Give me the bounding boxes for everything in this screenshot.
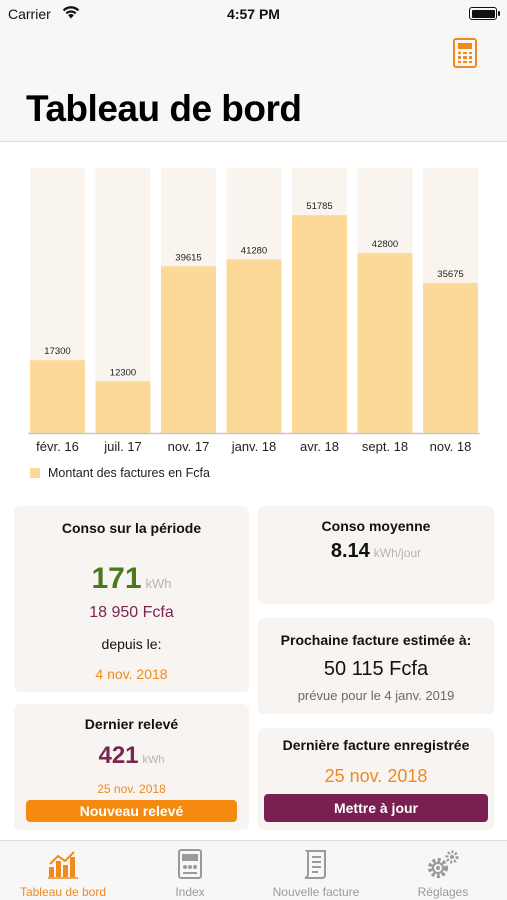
tab-index[interactable]: Index	[127, 841, 253, 900]
legend-label: Montant des factures en Fcfa	[48, 466, 210, 480]
gears-icon	[428, 850, 459, 878]
meter-icon	[178, 849, 202, 879]
status-bar: Carrier 4:57 PM	[0, 0, 507, 28]
x-tick-label: sept. 18	[362, 439, 408, 454]
bar-chart-icon	[48, 851, 78, 879]
tab-new-bill[interactable]: Nouvelle facture	[253, 841, 379, 900]
last-reading-value: 421	[98, 742, 139, 769]
next-bill-title: Prochaine facture estimée à:	[280, 632, 472, 648]
last-reading-title: Dernier relevé	[84, 716, 179, 732]
x-tick-label: nov. 17	[168, 439, 210, 454]
conso-period-unit: kWh	[145, 576, 172, 591]
x-tick-label: févr. 16	[36, 439, 79, 454]
conso-period-since-date: 4 nov. 2018	[95, 666, 168, 682]
legend-swatch	[30, 468, 40, 478]
x-tick-label: avr. 18	[300, 439, 339, 454]
conso-period-value: 171	[91, 562, 142, 595]
next-bill-note: prévue pour le 4 janv. 2019	[297, 688, 455, 703]
tab-dashboard[interactable]: Tableau de bord	[0, 841, 126, 900]
conso-period-title: Conso sur la période	[61, 520, 202, 536]
bar	[95, 381, 151, 433]
new-reading-button[interactable]: Nouveau relevé	[26, 800, 237, 822]
last-reading-card: Dernier relevé 421 kWh 25 nov. 2018 Nouve…	[14, 704, 249, 830]
calculator-icon[interactable]	[453, 38, 477, 68]
bar	[292, 215, 347, 433]
conso-period-since-label: depuis le:	[101, 636, 162, 652]
tab-index-label: Index	[175, 885, 205, 899]
bar	[226, 259, 282, 433]
bar-value-label: 39615	[175, 252, 201, 263]
bar	[423, 282, 478, 433]
chart-legend: Montant des factures en Fcfa	[30, 466, 210, 480]
last-bill-date: 25 nov. 2018	[324, 766, 428, 786]
last-reading-unit: kWh	[142, 754, 165, 766]
bar-chart: 17300 févr. 16 12300 juil. 17 39615 nov. 17 41…	[28, 168, 480, 454]
bar	[30, 360, 85, 433]
tab-bar: Tableau de bord Index Nouvelle facture	[0, 840, 507, 900]
avg-conso-title: Conso moyenne	[321, 518, 431, 534]
bar-value-label: 42800	[372, 239, 398, 250]
tab-settings[interactable]: Réglages	[380, 841, 506, 900]
bills-chart: 17300 févr. 16 12300 juil. 17 39615 nov. 17 41…	[0, 150, 507, 490]
avg-conso-unit: kWh/jour	[373, 546, 422, 560]
bar-value-label: 12300	[110, 367, 136, 378]
avg-conso-value-row: 8.14 kWh/jour	[258, 540, 494, 563]
bar-value-label: 17300	[44, 346, 70, 357]
tab-new-bill-label: Nouvelle facture	[272, 885, 360, 899]
conso-period-amount: 18 950 Fcfa	[89, 604, 174, 621]
avg-conso-value: 8.14	[330, 540, 370, 562]
next-bill-amount: 50 115 Fcfa	[323, 658, 429, 680]
battery-icon	[469, 7, 500, 20]
avg-conso-card: Conso moyenne 8.14 kWh/jour	[258, 506, 494, 604]
tab-settings-label: Réglages	[417, 885, 469, 899]
last-bill-card: Dernière facture enregistrée 25 nov. 201…	[258, 728, 494, 830]
carrier-label: Carrier	[8, 6, 51, 22]
page-title: Tableau de bord	[26, 88, 302, 129]
conso-period-card: Conso sur la période 171 kWh 18 950 Fcfa …	[14, 506, 249, 692]
bar-value-label: 51785	[306, 201, 332, 212]
x-tick-label: nov. 18	[430, 439, 472, 454]
clock: 4:57 PM	[227, 6, 280, 22]
invoice-icon	[304, 850, 326, 879]
conso-period-value-row: 171 kWh	[14, 562, 249, 596]
nav-header: Tableau de bord	[0, 28, 507, 142]
bar-value-label: 35675	[437, 269, 463, 280]
update-button[interactable]: Mettre à jour	[264, 794, 488, 822]
x-tick-label: juil. 17	[103, 439, 142, 454]
last-reading-date: 25 nov. 2018	[97, 782, 166, 796]
x-tick-label: janv. 18	[231, 439, 277, 454]
tab-dashboard-label: Tableau de bord	[19, 885, 107, 899]
bar	[357, 252, 413, 433]
wifi-icon	[62, 6, 80, 19]
bar	[161, 266, 216, 433]
last-reading-value-row: 421 kWh	[14, 742, 249, 770]
last-bill-title: Dernière facture enregistrée	[282, 737, 470, 753]
bar-value-label: 41280	[241, 245, 267, 256]
next-bill-card: Prochaine facture estimée à: 50 115 Fcfa…	[258, 618, 494, 714]
